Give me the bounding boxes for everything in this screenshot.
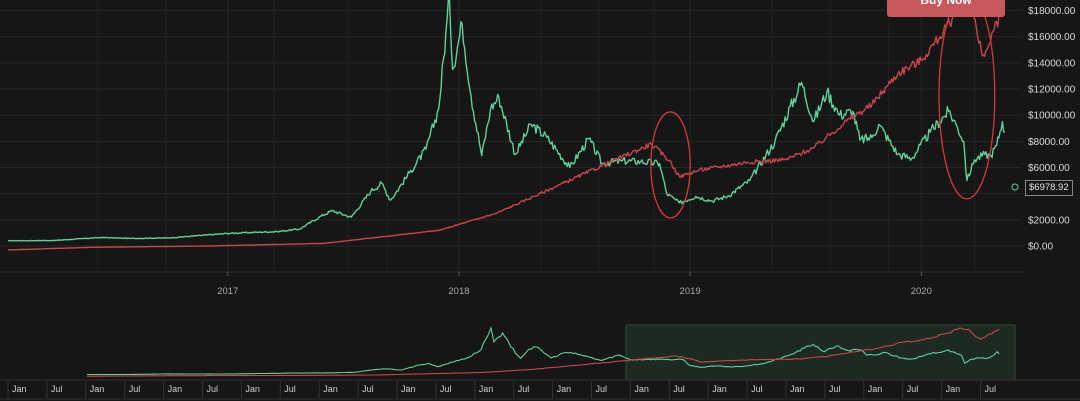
y-tick-label: $6000.00	[1028, 163, 1070, 174]
navigator-tick-label: Jul	[673, 384, 685, 394]
navigator-tick-label: Jul	[51, 384, 63, 394]
navigator-tick-label: Jul	[596, 384, 608, 394]
series-line	[7, 0, 1006, 251]
y-tick-label: $0.00	[1028, 242, 1053, 253]
y-tick-label: $14000.00	[1028, 58, 1076, 69]
navigator-tick-label: Jan	[401, 384, 416, 394]
buy-now-button[interactable]: Buy Now	[887, 0, 1005, 17]
annotation-oval	[938, 0, 996, 200]
y-tick-label: $12000.00	[1028, 85, 1076, 96]
navigator-tick-label: Jan	[557, 384, 572, 394]
navigator-tick-label: Jan	[946, 384, 961, 394]
navigator-tick-label: Jul	[985, 384, 997, 394]
y-tick-label: $16000.00	[1028, 32, 1076, 43]
navigator-tick-label: Jul	[907, 384, 919, 394]
navigator-tick-label: Jan	[90, 384, 105, 394]
navigator-selection-window[interactable]	[625, 324, 1016, 381]
navigator-tick-label: Jul	[284, 384, 296, 394]
navigator-tick-label: Jan	[323, 384, 338, 394]
navigator-tick-label: Jan	[790, 384, 805, 394]
navigator-series	[86, 326, 1000, 377]
last-price-marker	[1011, 183, 1019, 191]
navigator-tick-label: Jul	[751, 384, 763, 394]
series-lines	[7, 0, 1006, 251]
navigator-tick-label: Jul	[129, 384, 141, 394]
x-tick-label: 2018	[448, 286, 469, 297]
annotations	[650, 0, 996, 219]
series-line	[7, 0, 1006, 242]
navigator-tick-label: Jan	[245, 384, 260, 394]
x-tick-label: 2017	[217, 286, 238, 297]
x-axis-ticks: 2017 2018 2019 2020	[217, 272, 932, 297]
navigator-tick-label: Jan	[168, 384, 183, 394]
y-tick-label: $8000.00	[1028, 137, 1070, 148]
y-tick-label: $2000.00	[1028, 215, 1070, 226]
navigator-tick-label: Jul	[829, 384, 841, 394]
navigator-series-line	[87, 326, 1000, 376]
navigator-axis-labels: Jan Jul Jan Jul Jan Jul Jan Jul Jan Jul Jan Jul Jan J…	[7, 381, 997, 399]
navigator-tick-label: Jan	[479, 384, 494, 394]
navigator-tick-label: Jan	[868, 384, 883, 394]
navigator-series-line	[86, 327, 1000, 377]
price-chart[interactable]: 2017 2018 2019 2020 $0.00 $2000.00 $6000.00 $8…	[0, 0, 1080, 300]
last-price-label: $6978.92	[1025, 180, 1073, 196]
navigator[interactable]: Jan Jul Jan Jul Jan Jul Jan Jul Jan Jul Jan Jul Jan J…	[0, 300, 1080, 401]
navigator-tick-label: Jan	[634, 384, 649, 394]
x-tick-label: 2020	[911, 286, 932, 297]
x-tick-label: 2019	[680, 286, 701, 297]
y-tick-label: $10000.00	[1028, 111, 1076, 122]
navigator-tick-label: Jul	[362, 384, 374, 394]
navigator-tick-label: Jan	[12, 384, 27, 394]
navigator-tick-label: Jul	[207, 384, 219, 394]
navigator-tick-label: Jul	[440, 384, 452, 394]
y-tick-label: $18000.00	[1028, 6, 1076, 17]
navigator-tick-label: Jan	[712, 384, 727, 394]
y-axis-ticks: $0.00 $2000.00 $6000.00 $8000.00 $10000.00 $1…	[1028, 6, 1076, 252]
annotation-circle	[650, 111, 691, 219]
navigator-tick-label: Jul	[518, 384, 530, 394]
grid-lines	[0, 0, 1022, 272]
